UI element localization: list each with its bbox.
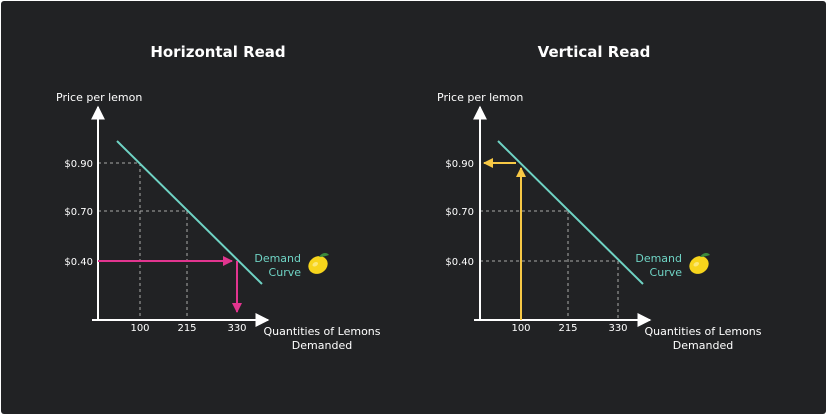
x-tick-label: 330 <box>608 323 627 334</box>
demand-curve-label: Demand <box>254 252 301 265</box>
y-tick-label: $0.70 <box>445 207 474 218</box>
chart-vertical-read: Vertical Read Price per lemon 100 215 33… <box>437 43 762 352</box>
y-tick-label: $0.90 <box>445 159 474 170</box>
y-axis-label: Price per lemon <box>56 91 142 104</box>
chart-horizontal-read: Horizontal Read Price per lemon 100 215 … <box>56 43 381 352</box>
y-tick-label: $0.70 <box>64 207 93 218</box>
x-axis-label: Quantities of Lemons <box>263 325 380 338</box>
chart-title: Horizontal Read <box>150 43 285 61</box>
x-tick-label: 100 <box>511 323 530 334</box>
x-tick-label: 215 <box>177 323 196 334</box>
guide-lines <box>480 210 619 320</box>
lemon-icon <box>689 252 710 274</box>
demand-curve-label: Demand <box>635 252 682 265</box>
lemon-icon <box>308 252 329 274</box>
x-axis-label: Demanded <box>673 339 733 352</box>
demand-curve-line <box>116 140 263 285</box>
x-axis-label: Demanded <box>292 339 352 352</box>
demand-curve-label: Curve <box>269 266 302 279</box>
y-axis-label: Price per lemon <box>437 91 523 104</box>
x-axis-label: Quantities of Lemons <box>644 325 761 338</box>
x-tick-label: 215 <box>558 323 577 334</box>
x-tick-label: 330 <box>227 323 246 334</box>
guide-lines <box>98 162 188 320</box>
y-tick-label: $0.90 <box>64 159 93 170</box>
y-tick-label: $0.40 <box>64 257 93 268</box>
demand-curve-label: Curve <box>650 266 683 279</box>
x-tick-label: 100 <box>130 323 149 334</box>
y-tick-label: $0.40 <box>445 257 474 268</box>
chart-title: Vertical Read <box>538 43 651 61</box>
demand-curve-line <box>497 140 644 285</box>
